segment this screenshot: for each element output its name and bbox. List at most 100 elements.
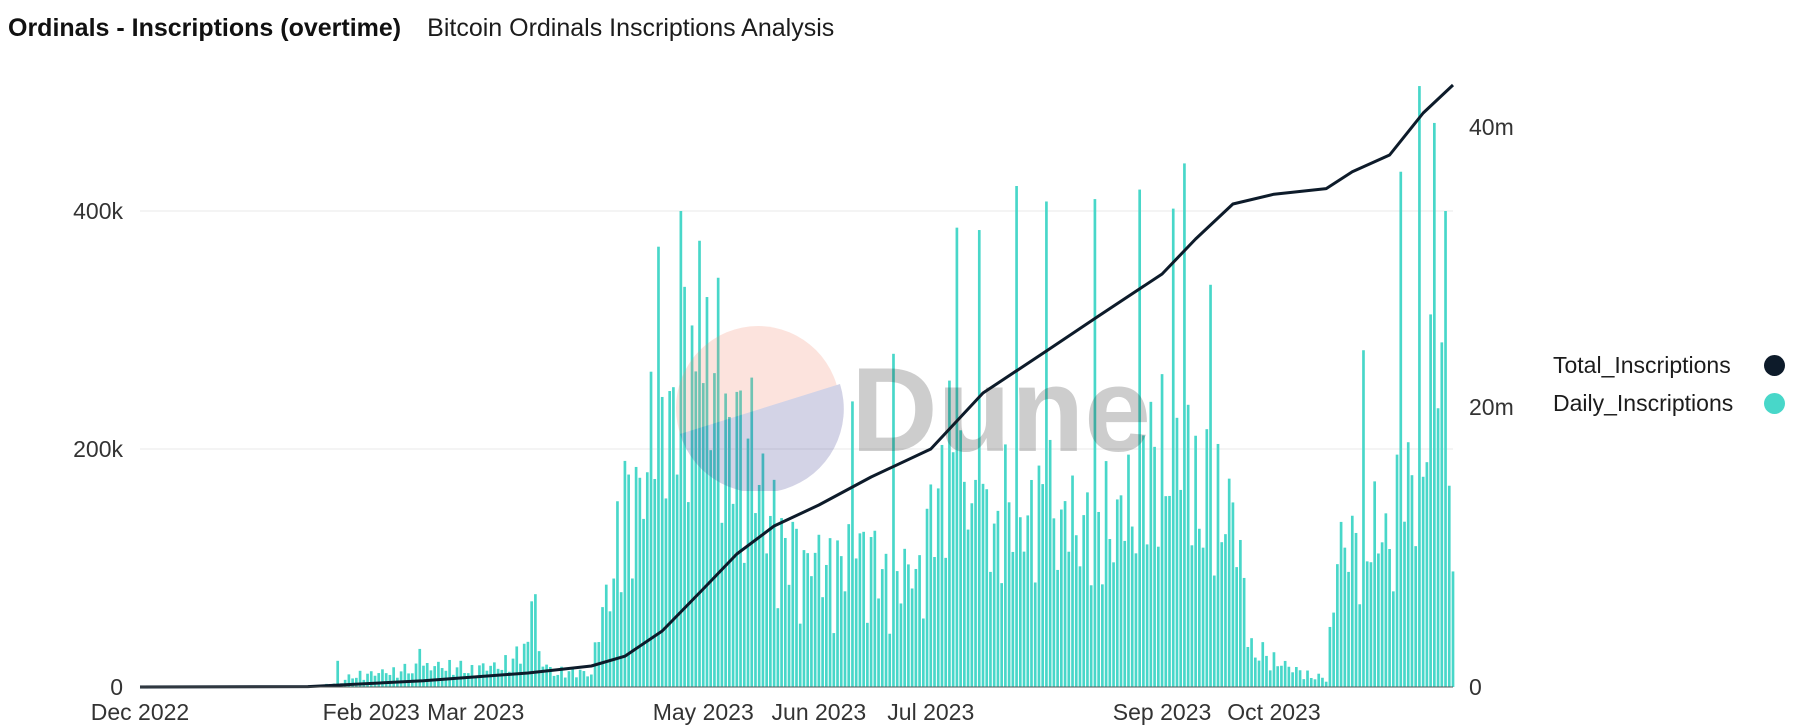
daily-bar — [612, 578, 616, 687]
daily-bar — [851, 401, 854, 687]
daily-bar — [1391, 591, 1395, 687]
daily-bar — [716, 277, 720, 687]
daily-bar — [795, 528, 798, 687]
daily-bar — [813, 552, 817, 687]
daily-bar — [746, 438, 750, 687]
daily-bar — [713, 373, 716, 687]
daily-bar — [914, 568, 918, 687]
daily-bar — [459, 660, 463, 687]
daily-bar — [1332, 612, 1335, 687]
daily-bar — [1156, 546, 1160, 687]
daily-bar — [981, 483, 985, 687]
daily-bar — [1026, 515, 1030, 687]
daily-bar — [940, 444, 944, 687]
daily-bar — [355, 677, 358, 687]
daily-bar — [880, 569, 884, 687]
daily-bar — [1194, 435, 1197, 687]
daily-bar — [866, 622, 869, 687]
gridlines — [140, 210, 1453, 450]
daily-bar — [1321, 677, 1324, 687]
daily-bar — [1056, 569, 1059, 687]
daily-bar — [705, 297, 709, 687]
daily-bar — [1071, 475, 1074, 687]
daily-bar — [1048, 439, 1052, 687]
daily-bar — [765, 553, 768, 687]
daily-bar — [1384, 513, 1388, 687]
daily-bar — [675, 474, 679, 687]
daily-bar — [933, 557, 936, 687]
daily-bar — [1018, 517, 1022, 687]
daily-bar — [698, 240, 701, 687]
x-tick-label: Jul 2023 — [887, 699, 974, 725]
daily-bar — [798, 623, 802, 687]
daily-bar — [1220, 542, 1224, 687]
legend-label: Daily_Inscriptions — [1553, 389, 1734, 416]
daily-bar — [888, 633, 892, 687]
legend-label: Total_Inscriptions — [1553, 351, 1731, 378]
daily-bar — [1224, 534, 1227, 687]
daily-bar — [1440, 342, 1444, 687]
daily-bar — [519, 663, 522, 687]
daily-bar — [728, 416, 731, 687]
daily-bar — [1179, 489, 1183, 687]
daily-bar — [970, 503, 974, 687]
daily-bar — [347, 674, 351, 687]
daily-bar — [1000, 583, 1003, 687]
daily-bar — [959, 430, 962, 687]
daily-bar — [645, 472, 649, 687]
chart-title: Ordinals - Inscriptions (overtime) — [8, 14, 402, 42]
legend-item-daily-inscriptions[interactable]: Daily_Inscriptions — [1553, 384, 1793, 422]
daily-bar — [1268, 670, 1272, 687]
daily-bar — [418, 648, 422, 687]
x-tick-label: Jun 2023 — [772, 699, 867, 725]
daily-bar — [1212, 575, 1216, 687]
daily-bar — [556, 674, 560, 687]
daily-bar — [1041, 484, 1045, 687]
daily-bar — [869, 537, 873, 687]
daily-bar — [369, 671, 373, 687]
daily-bar — [526, 641, 530, 687]
daily-bar — [1324, 681, 1328, 687]
daily-bar — [1104, 461, 1108, 687]
daily-bar — [358, 670, 362, 687]
daily-bar — [910, 588, 914, 687]
daily-bar — [1306, 670, 1309, 687]
daily-bar — [1149, 401, 1153, 687]
daily-bar — [373, 675, 377, 687]
legend-item-total-inscriptions[interactable]: Total_Inscriptions — [1553, 346, 1793, 384]
daily-bar — [627, 474, 630, 687]
daily-bar — [1089, 585, 1093, 687]
daily-bar — [1142, 435, 1145, 687]
daily-bar — [1145, 544, 1149, 687]
daily-bar — [541, 666, 545, 687]
daily-bar — [1246, 646, 1250, 687]
daily-bar — [843, 591, 847, 687]
daily-bar — [616, 501, 619, 687]
daily-bar — [918, 555, 921, 687]
daily-bar — [1444, 211, 1447, 687]
daily-bar — [1250, 638, 1253, 687]
daily-bar — [892, 353, 895, 687]
x-tick-label: Oct 2023 — [1227, 699, 1320, 725]
daily-bar — [1298, 670, 1302, 687]
daily-bar — [1283, 660, 1287, 687]
daily-bar — [1086, 492, 1089, 687]
daily-bar — [903, 548, 907, 687]
daily-bar — [683, 286, 686, 687]
daily-bar — [996, 510, 1000, 687]
daily-bar — [1369, 562, 1373, 687]
daily-bar — [1108, 539, 1112, 687]
daily-bar — [1399, 171, 1403, 688]
daily-bar — [1280, 665, 1283, 687]
daily-bar — [1414, 546, 1418, 687]
daily-bar — [1373, 481, 1377, 687]
daily-bar — [679, 211, 683, 687]
daily-bar — [377, 673, 381, 687]
daily-bar — [530, 601, 534, 687]
daily-bar — [504, 655, 507, 687]
x-tick-label: Feb 2023 — [323, 699, 420, 725]
daily-bar — [1410, 475, 1414, 687]
daily-bar — [1183, 163, 1186, 687]
daily-bar — [694, 371, 698, 687]
daily-bar — [1257, 660, 1261, 687]
